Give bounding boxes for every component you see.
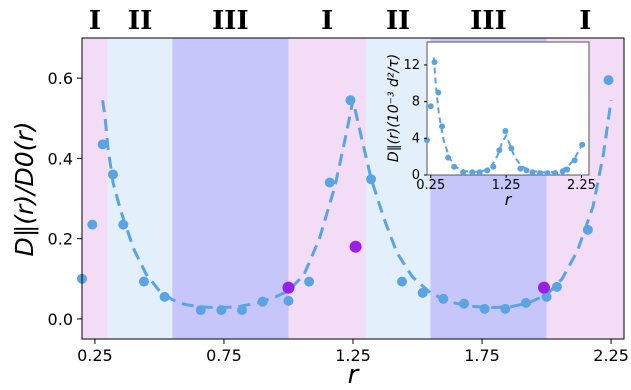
data-point (479, 303, 490, 314)
x-ticks: 0.25 0.75 1.25 1.75 2.25 (77, 339, 629, 365)
data-point (571, 157, 578, 164)
y-tick-label: 0.6 (48, 69, 73, 88)
data-point (283, 295, 294, 306)
inset-x-axis-label: r (505, 190, 513, 209)
data-point (603, 75, 614, 86)
region-band (365, 38, 431, 339)
data-point (451, 163, 458, 170)
data-point (541, 291, 552, 302)
data-point (579, 141, 586, 148)
region-band (288, 38, 366, 339)
data-point (458, 298, 469, 309)
data-point (438, 293, 449, 304)
data-point (502, 127, 509, 134)
region-label: II (128, 6, 152, 36)
data-point (427, 103, 434, 110)
x-axis-label: r (348, 360, 361, 390)
y-tick-label: 0 (412, 168, 420, 183)
data-point (397, 276, 408, 287)
y-tick-label: 0.0 (48, 310, 73, 329)
data-point (517, 165, 524, 172)
data-point (490, 163, 497, 170)
x-tick-label: 0.25 (416, 178, 445, 193)
region-labels: I II III I II III I (89, 6, 592, 36)
data-point (508, 145, 515, 152)
fit-curve (101, 99, 613, 310)
data-point (107, 169, 118, 180)
x-tick-label: 1.25 (492, 178, 521, 193)
highlight-point (537, 281, 550, 294)
data-point (435, 89, 442, 96)
inset-chart: 0.25 1.25 2.25 0 4 8 12 r D∥(r)(10⁻³ d²/τ) (386, 41, 596, 209)
data-point (523, 167, 530, 174)
region-label: III (212, 6, 249, 36)
y-axis-label: D∥(r)/D0(r) (10, 122, 39, 257)
region-label: II (386, 6, 410, 36)
x-tick-label: 1.25 (335, 346, 371, 365)
data-point (431, 59, 438, 66)
region-band (172, 38, 289, 339)
x-tick-label: 2.25 (593, 346, 629, 365)
x-tick-label: 1.75 (464, 346, 500, 365)
data-point (552, 170, 559, 177)
data-point (257, 296, 268, 307)
data-point (559, 168, 566, 175)
fit-curve-line (101, 99, 613, 310)
data-points (77, 75, 614, 316)
inset-y-axis-label: D∥(r)(10⁻³ d²/τ) (386, 54, 402, 162)
data-point (97, 139, 108, 150)
data-point (439, 123, 446, 130)
highlight-point (349, 240, 362, 253)
y-tick-label: 12 (403, 58, 420, 73)
y-tick-label: 8 (412, 95, 420, 110)
x-tick-label: 0.25 (77, 346, 113, 365)
data-point (500, 303, 511, 314)
data-point (582, 224, 593, 235)
data-point (195, 305, 206, 316)
x-tick-label: 0.75 (206, 346, 242, 365)
inset-data-points (424, 59, 586, 177)
data-point (118, 219, 129, 230)
inset-x-ticks: 0.25 1.25 2.25 (416, 175, 596, 193)
data-point (537, 170, 544, 177)
data-point (551, 281, 562, 292)
data-point (544, 170, 551, 177)
y-tick-label: 0.2 (48, 230, 73, 249)
data-point (417, 287, 428, 298)
data-point (529, 169, 536, 176)
data-point (87, 219, 98, 230)
region-label: I (579, 6, 591, 36)
data-point (159, 291, 170, 302)
region-label: III (470, 6, 507, 36)
y-ticks: 0.0 0.2 0.4 0.6 (48, 69, 82, 329)
data-point (469, 169, 476, 176)
data-point (237, 305, 248, 316)
y-tick-label: 4 (412, 131, 420, 146)
region-label: I (321, 6, 333, 36)
data-point (460, 169, 467, 176)
data-point (138, 276, 149, 287)
data-point (496, 147, 503, 154)
region-band (107, 38, 173, 339)
data-point (484, 167, 491, 174)
inset-frame (426, 41, 590, 176)
data-point (324, 177, 335, 188)
data-point (304, 276, 315, 287)
data-point (366, 174, 377, 185)
inset-y-ticks: 0 4 8 12 (403, 58, 427, 183)
data-point (476, 169, 483, 176)
x-tick-label: 2.25 (567, 178, 596, 193)
data-point (564, 166, 571, 173)
data-point (520, 297, 531, 308)
region-band (82, 38, 108, 339)
highlight-point (282, 281, 295, 294)
region-bands (82, 38, 624, 339)
y-tick-label: 0.4 (48, 149, 73, 168)
data-point (216, 305, 227, 316)
data-point (345, 95, 356, 106)
region-label: I (89, 6, 101, 36)
data-point (445, 154, 452, 161)
